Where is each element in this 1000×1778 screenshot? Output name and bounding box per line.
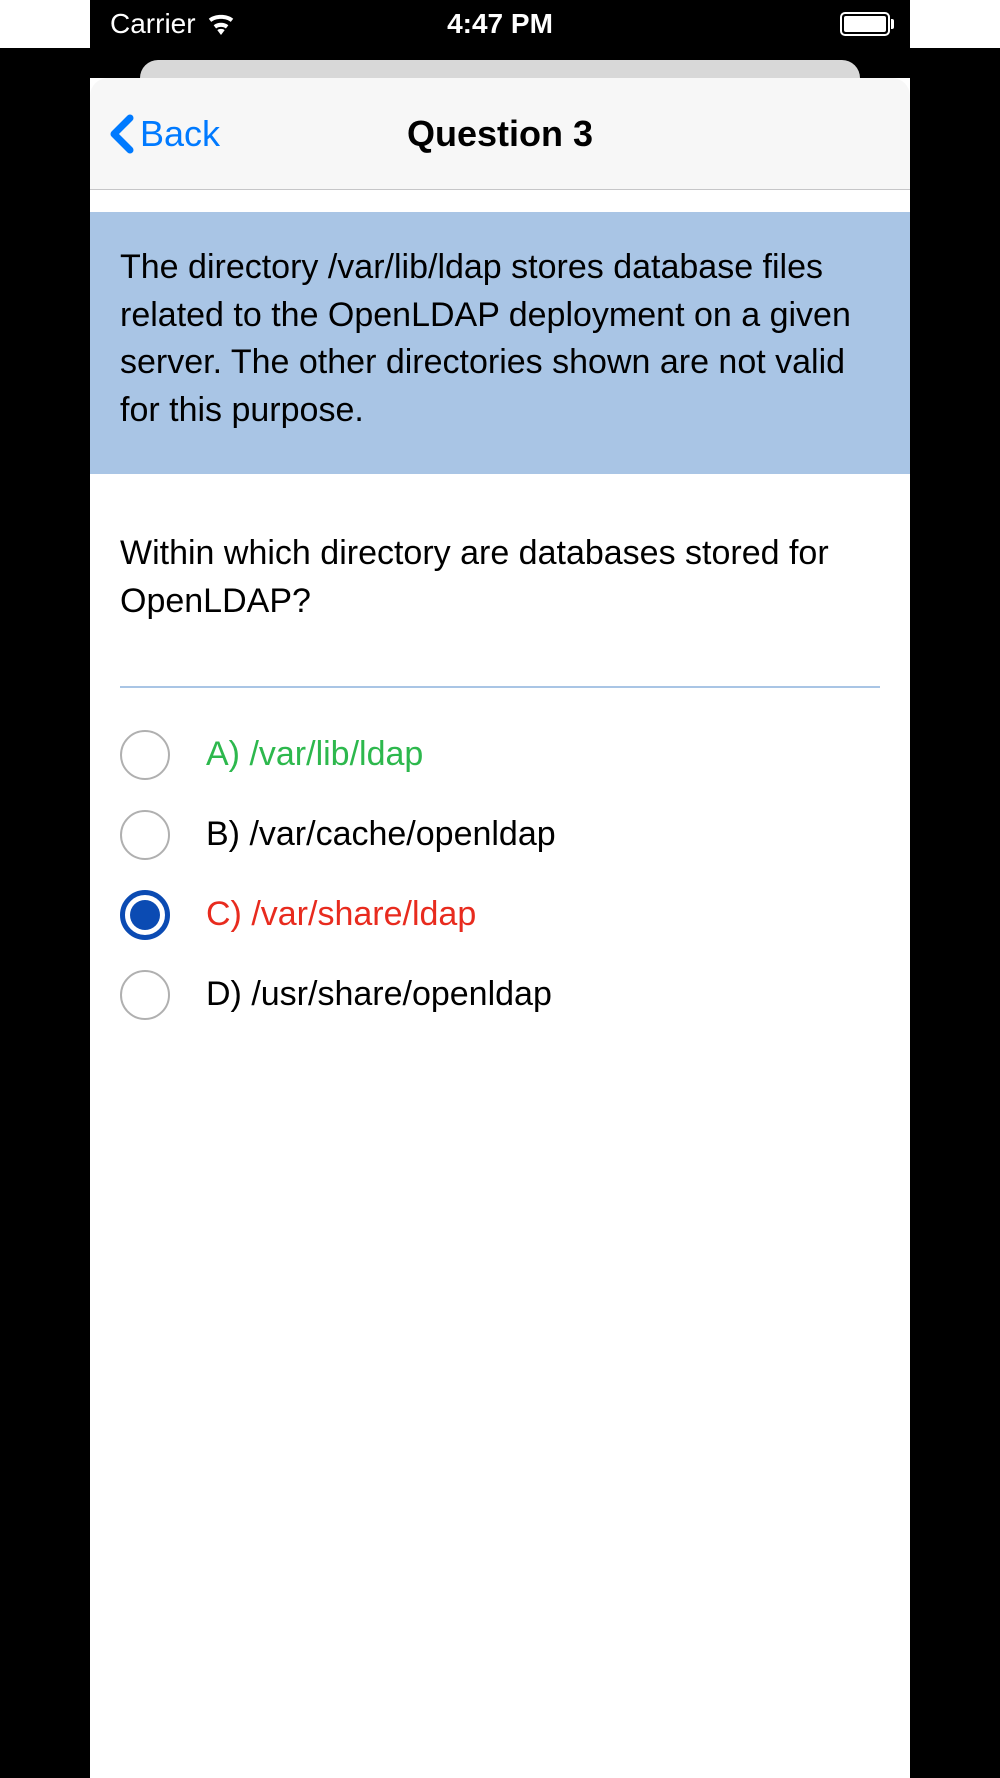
back-button[interactable]: Back xyxy=(90,113,220,155)
radio-button[interactable] xyxy=(120,810,170,860)
wifi-icon xyxy=(206,13,236,35)
answer-label: D) /usr/share/openldap xyxy=(206,975,552,1014)
answers-section: A) /var/lib/ldap B) /var/cache/openldap C)… xyxy=(90,688,910,1020)
question-section: Within which directory are databases sto… xyxy=(90,474,910,685)
status-time: 4:47 PM xyxy=(447,8,553,40)
answer-row-0[interactable]: A) /var/lib/ldap xyxy=(120,730,880,780)
answer-row-3[interactable]: D) /usr/share/openldap xyxy=(120,970,880,1020)
answer-label: A) /var/lib/ldap xyxy=(206,735,423,774)
carrier-label: Carrier xyxy=(110,8,196,40)
radio-button[interactable] xyxy=(120,890,170,940)
explanation-box: The directory /var/lib/ldap stores datab… xyxy=(90,212,910,474)
modal-peek xyxy=(140,60,860,78)
letterbox-right xyxy=(910,48,1000,1778)
status-right xyxy=(840,12,890,36)
device-frame: Carrier 4:47 PM Back xyxy=(0,0,1000,1778)
nav-title: Question 3 xyxy=(407,113,593,155)
letterbox-left xyxy=(0,48,90,1778)
answer-label: B) /var/cache/openldap xyxy=(206,815,556,854)
radio-button[interactable] xyxy=(120,970,170,1020)
chevron-left-icon xyxy=(110,114,134,154)
status-left: Carrier xyxy=(110,8,236,40)
modal-backdrop xyxy=(90,48,910,78)
question-text: Within which directory are databases sto… xyxy=(120,530,880,665)
back-label: Back xyxy=(140,113,220,155)
answer-row-1[interactable]: B) /var/cache/openldap xyxy=(120,810,880,860)
answer-row-2[interactable]: C) /var/share/ldap xyxy=(120,890,880,940)
battery-fill xyxy=(844,16,886,32)
status-bar: Carrier 4:47 PM xyxy=(90,0,910,48)
nav-bar: Back Question 3 xyxy=(90,78,910,190)
answer-label: C) /var/share/ldap xyxy=(206,895,476,934)
main-content: Carrier 4:47 PM Back xyxy=(90,0,910,1778)
battery-icon xyxy=(840,12,890,36)
radio-button[interactable] xyxy=(120,730,170,780)
explanation-text: The directory /var/lib/ldap stores datab… xyxy=(120,244,880,434)
